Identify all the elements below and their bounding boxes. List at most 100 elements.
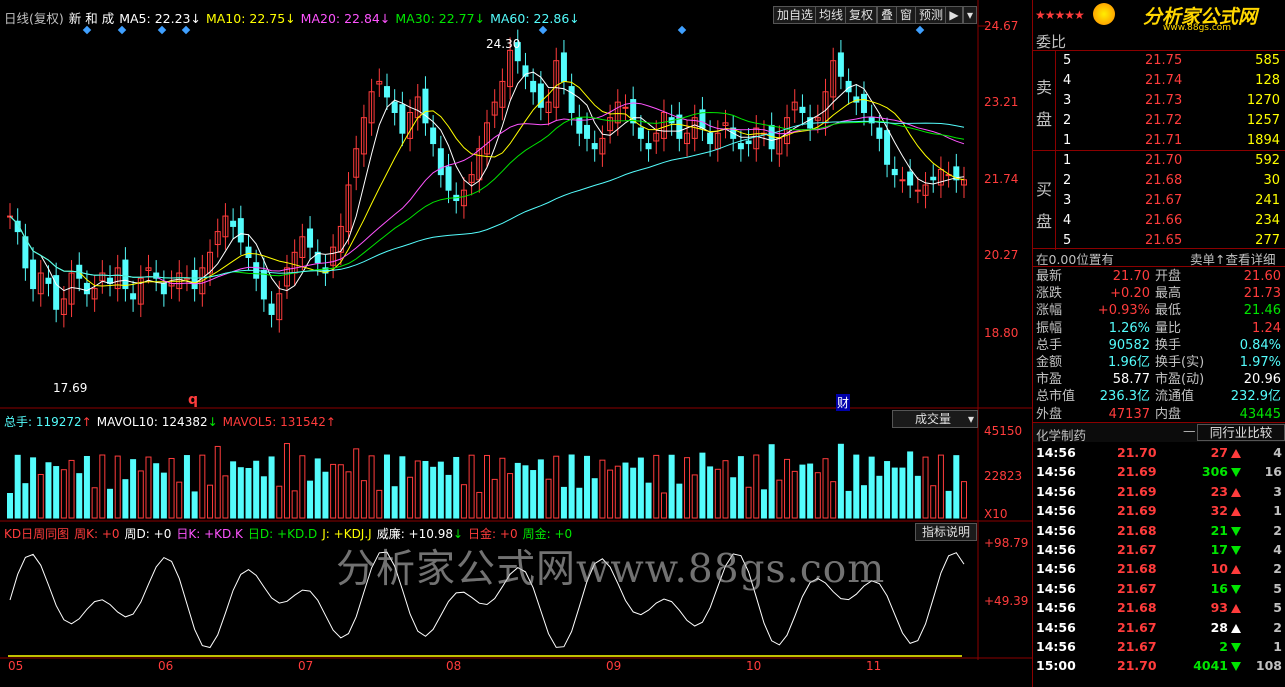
event-markers	[82, 25, 925, 35]
weekly-d: 周D: +0	[124, 527, 172, 541]
buy-row[interactable]: 5 21.65 277	[1033, 231, 1285, 251]
sell-row[interactable]: 5 21.75 585	[1033, 51, 1285, 71]
tick-price: 21.69	[1117, 464, 1157, 480]
sell-row[interactable]: 1 21.71 1894	[1033, 131, 1285, 151]
mavol10: MAVOL10: 124382↓	[96, 415, 218, 429]
stat-value: 1.24	[1252, 320, 1281, 336]
ma10-value: MA10: 22.75↓	[205, 11, 296, 26]
industry-compare-button[interactable]: 同行业比较	[1197, 424, 1285, 441]
buy-row[interactable]: 2 21.68 30	[1033, 171, 1285, 191]
order-price: 21.72	[1145, 113, 1183, 128]
buy-label-2: 盘	[1036, 212, 1053, 231]
arrow-right-icon[interactable]: ▶	[945, 6, 963, 24]
stat-value: 1.96亿	[1108, 355, 1150, 370]
tick-count: 2	[1273, 561, 1282, 577]
daily-d: 日D: +KD.D	[247, 527, 318, 541]
tick-row[interactable]: 14:56 21.67 17 4	[1033, 540, 1285, 560]
sell-row[interactable]: 2 21.72 1257	[1033, 111, 1285, 131]
window-button[interactable]: 窗	[896, 6, 917, 24]
low-annotation: 17.69	[53, 381, 88, 395]
tick-row[interactable]: 14:56 21.70 27 4	[1033, 443, 1285, 463]
tick-row[interactable]: 14:56 21.69 32 1	[1033, 501, 1285, 521]
overlay-button[interactable]: 叠	[877, 6, 898, 24]
stat-value: 1.97%	[1239, 355, 1281, 370]
order-volume: 128	[1255, 73, 1280, 88]
stat-value: 47137	[1108, 406, 1150, 422]
sell-row[interactable]: 3 21.73 1270	[1033, 91, 1285, 111]
level: 5	[1063, 233, 1072, 248]
order-price: 21.66	[1145, 213, 1183, 228]
stat-value: 21.73	[1243, 286, 1281, 302]
arrow-up-icon	[1231, 623, 1241, 633]
indicator-selector[interactable]: 成交量 ▾	[892, 410, 978, 428]
restore-button[interactable]: 复权	[845, 6, 878, 24]
main-chart-svg[interactable]	[0, 0, 1032, 687]
tick-price: 21.69	[1117, 483, 1157, 499]
avg-line-button[interactable]: 均线	[815, 6, 848, 24]
tick-row[interactable]: 14:56 21.67 28 2	[1033, 618, 1285, 638]
month-label: 05	[8, 659, 24, 673]
collapse-icon[interactable]: —	[1183, 423, 1196, 438]
stat-value: 1.26%	[1108, 320, 1150, 336]
stat-label: 换手(实)	[1155, 355, 1205, 370]
chart-area[interactable]: 日线(复权) 新 和 成 MA5: 22.23↓ MA10: 22.75↓ MA20: …	[0, 0, 1032, 687]
add-watchlist-button[interactable]: 加自选	[773, 6, 818, 24]
arrow-up-icon	[1231, 506, 1241, 517]
high-annotation: 24.30	[486, 37, 521, 51]
volume-header: 总手: 119272↑ MAVOL10: 124382↓ MAVOL5: 13154…	[4, 413, 341, 430]
level: 3	[1063, 193, 1072, 208]
position-note: 在0.00位置有	[1036, 252, 1114, 267]
stat-label: 涨跌	[1036, 286, 1063, 302]
watermark: 分析家公式网www.88gs.com	[336, 547, 886, 592]
daily-gold: 日金: +0	[468, 527, 518, 541]
tick-row[interactable]: 14:56 21.67 2 1	[1033, 637, 1285, 657]
price-tick-2: 23.21	[984, 95, 1019, 109]
chevron-down-icon: ▾	[967, 412, 974, 426]
tick-row[interactable]: 14:56 21.67 16 5	[1033, 579, 1285, 599]
view-detail-link[interactable]: 卖单↑查看详细	[1190, 252, 1276, 267]
mavol5: MAVOL5: 131542↑	[222, 415, 336, 429]
tick-row[interactable]: 15:00 21.70 4041 108	[1033, 656, 1285, 676]
buy-row[interactable]: 3 21.67 241	[1033, 191, 1285, 211]
tick-volume: 93	[1210, 600, 1228, 616]
kdj-j: J: +KDJ.J	[322, 527, 372, 541]
level: 4	[1063, 73, 1072, 88]
month-label: 09	[606, 659, 622, 673]
order-price: 21.65	[1145, 233, 1183, 248]
month-label: 11	[866, 659, 882, 673]
buy-row[interactable]: 4 21.66 234	[1033, 211, 1285, 231]
indicator-tick-1: +98.79	[984, 536, 1029, 550]
tick-volume: 27	[1210, 445, 1228, 460]
tick-row[interactable]: 14:56 21.68 21 2	[1033, 521, 1285, 541]
tick-price: 21.67	[1117, 580, 1157, 596]
stock-name: 新 和 成	[68, 11, 115, 26]
tick-row[interactable]: 14:56 21.68 93 5	[1033, 598, 1285, 618]
tick-row[interactable]: 14:56 21.69 306 16	[1033, 462, 1285, 482]
buy-row[interactable]: 1 21.70 592	[1033, 151, 1285, 171]
forecast-button[interactable]: 预测	[915, 6, 948, 24]
tick-row[interactable]: 14:56 21.68 10 2	[1033, 559, 1285, 579]
tick-volume: 2	[1219, 639, 1228, 654]
price-tick-5: 18.80	[984, 326, 1019, 340]
indicator-name: KD日周同图	[4, 527, 70, 541]
order-volume: 1270	[1246, 93, 1280, 108]
chevron-down-icon[interactable]: ▾	[963, 6, 977, 24]
tick-time: 14:56	[1036, 503, 1076, 519]
finance-marker[interactable]: 财	[836, 394, 851, 411]
tick-row[interactable]: 14:56 21.69 23 3	[1033, 482, 1285, 502]
stat-label: 市盈(动)	[1155, 372, 1205, 388]
stat-label: 最高	[1155, 286, 1182, 302]
tick-count: 16	[1264, 464, 1282, 480]
quote-panel: ★★★★★ 分析家公式网 www.88gs.com 委比 卖 盘 买 盘 5 21…	[1032, 0, 1285, 687]
indicator-help-button[interactable]: 指标说明	[915, 523, 977, 541]
volume-bars	[7, 443, 967, 519]
sell-row[interactable]: 4 21.74 128	[1033, 71, 1285, 91]
tick-time: 14:56	[1036, 522, 1076, 538]
order-price: 21.75	[1145, 53, 1183, 68]
tick-time: 14:56	[1036, 542, 1076, 557]
month-label: 07	[298, 659, 314, 673]
price-tick-3: 21.74	[984, 172, 1019, 186]
tick-price: 21.69	[1117, 503, 1157, 519]
volume-tick-1: 45150	[984, 424, 1023, 438]
month-label: 08	[446, 659, 462, 673]
